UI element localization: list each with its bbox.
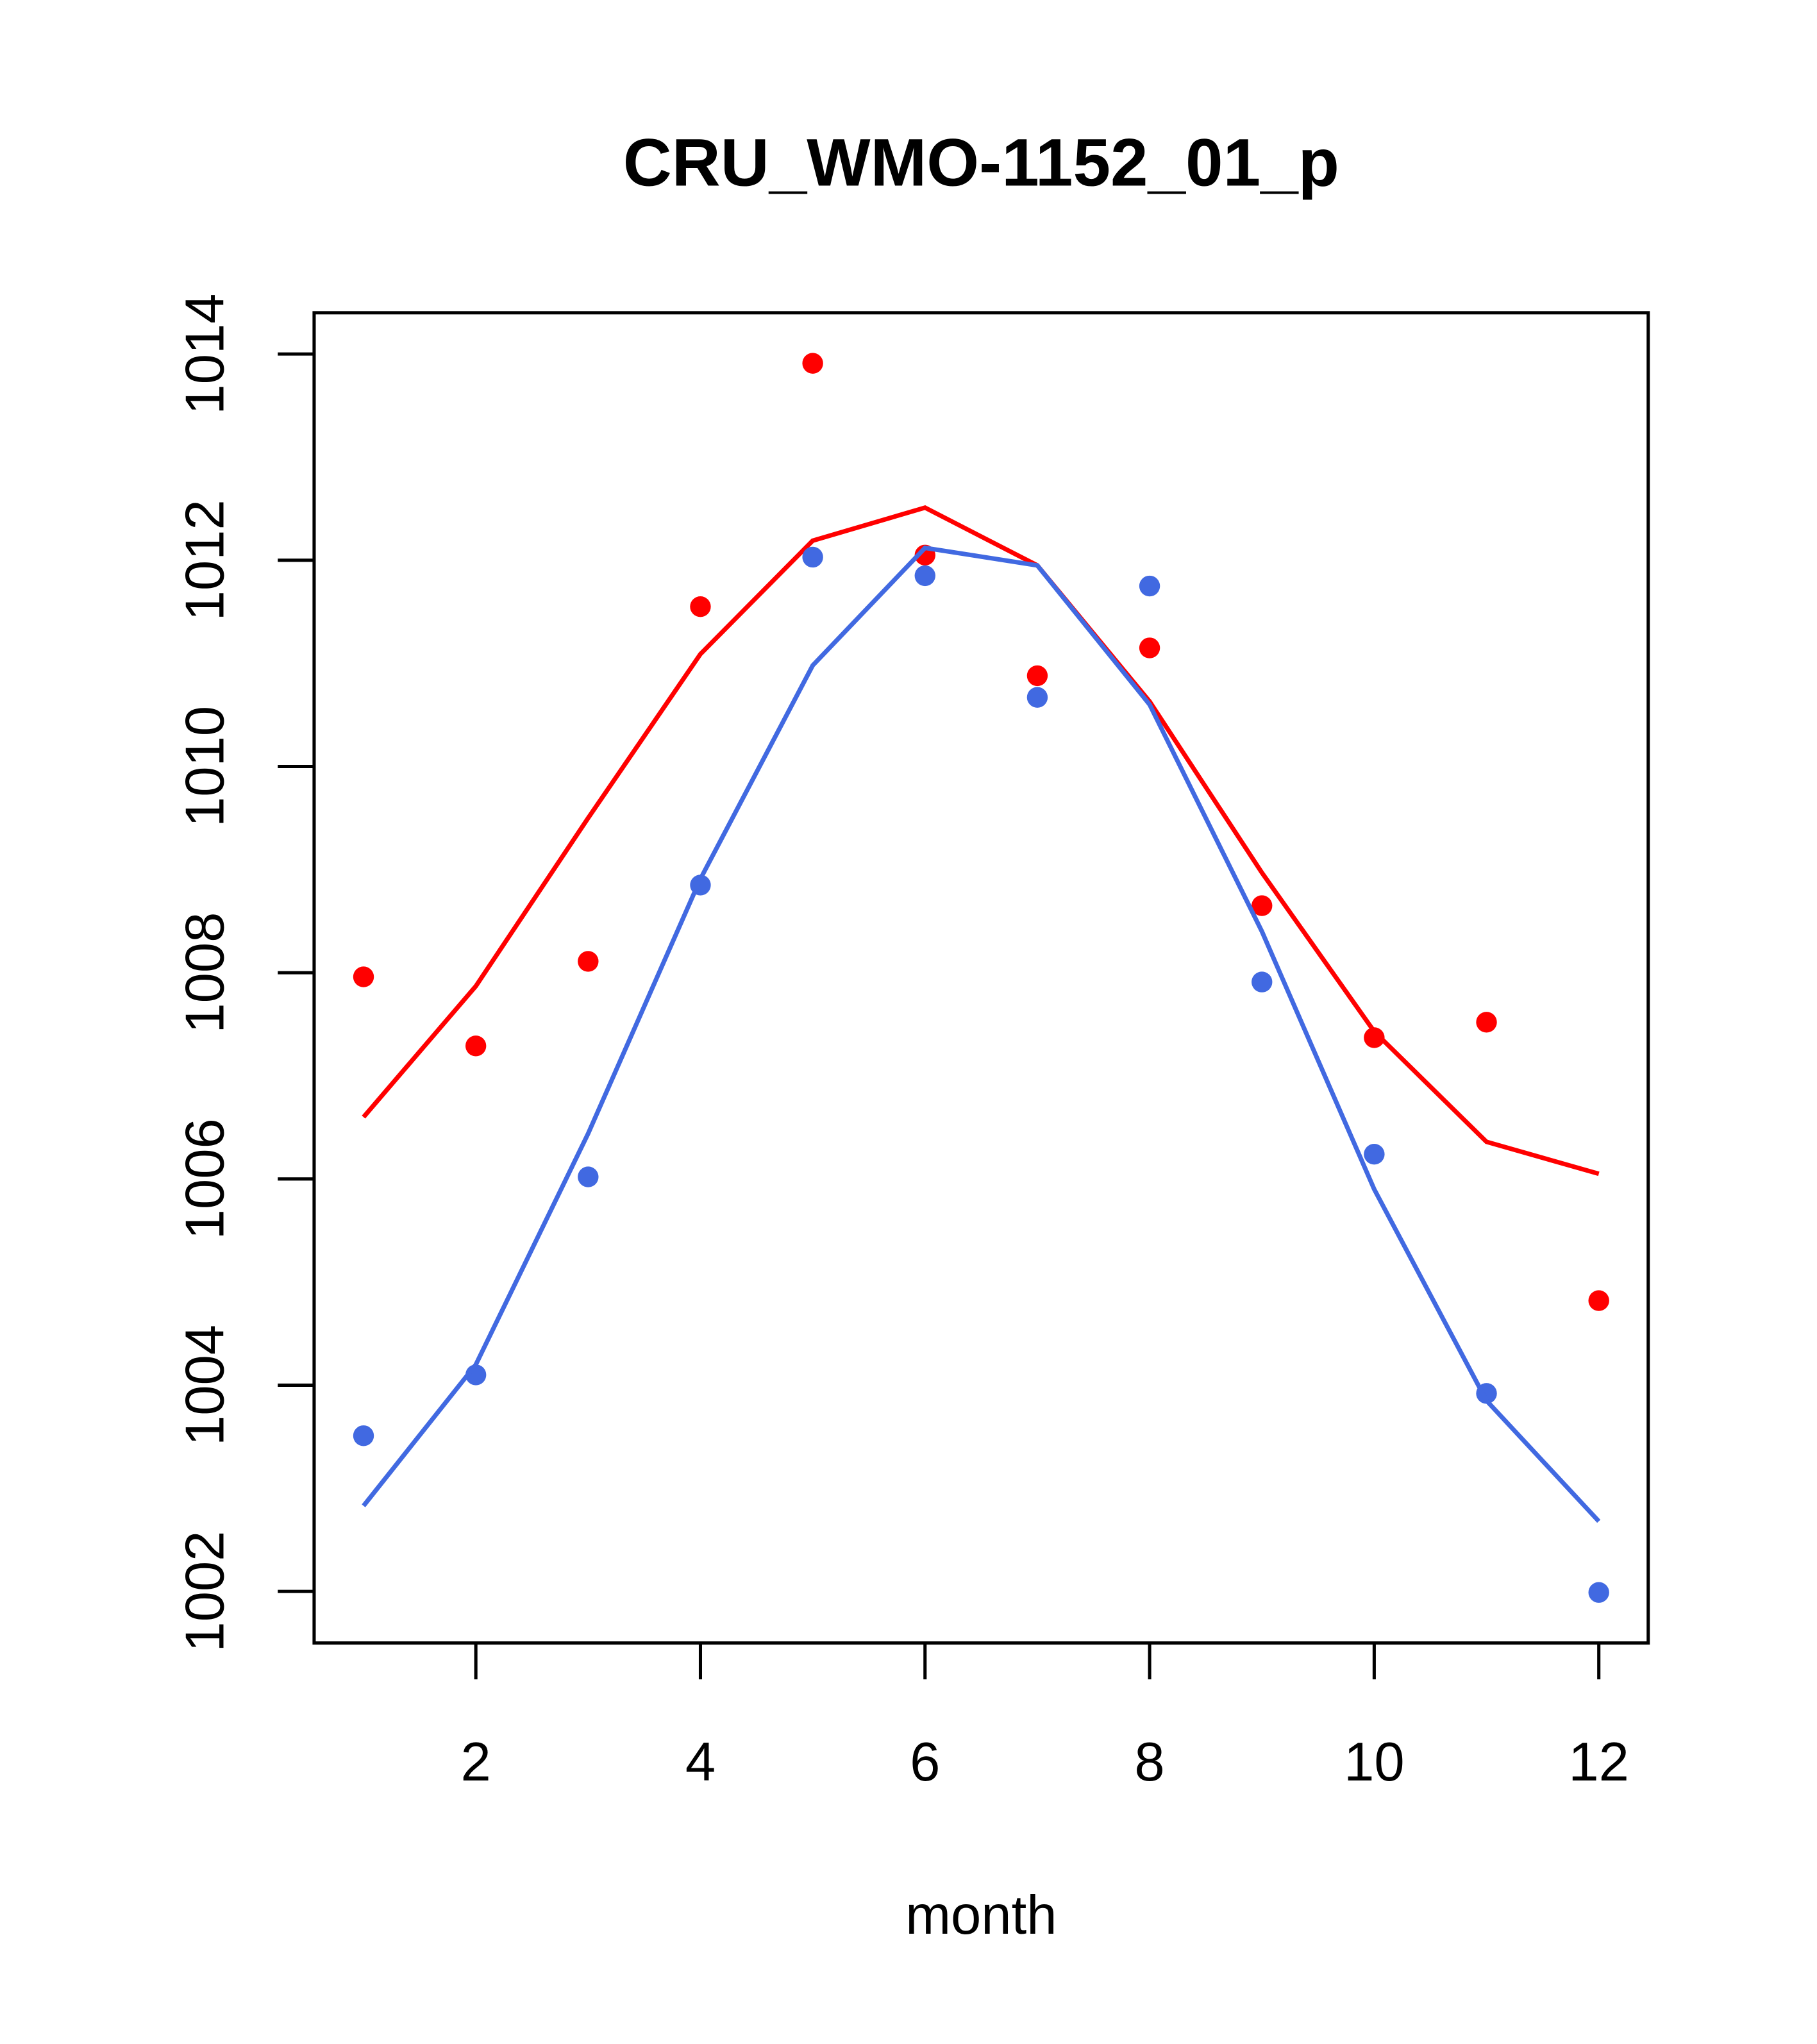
data-point xyxy=(802,546,823,568)
data-point xyxy=(1026,687,1048,708)
y-tick-label: 1004 xyxy=(174,1325,235,1446)
plot-frame xyxy=(312,311,1650,1645)
data-point xyxy=(465,1035,487,1057)
x-tick-label: 8 xyxy=(1134,1732,1164,1793)
data-point xyxy=(914,565,935,587)
x-axis: 2 4 6 8 10 12 xyxy=(461,1643,1629,1793)
x-tick-label: 6 xyxy=(910,1732,940,1793)
series-line xyxy=(362,545,1601,1523)
data-point xyxy=(578,951,599,972)
y-tick-label: 1014 xyxy=(174,294,235,415)
data-point xyxy=(1476,1012,1497,1033)
y-tick-label: 1012 xyxy=(174,499,235,621)
series-line xyxy=(362,505,1600,1177)
data-point xyxy=(1588,1582,1609,1603)
y-tick-label: 1008 xyxy=(174,912,235,1034)
data-point xyxy=(1139,637,1160,658)
x-tick-label: 4 xyxy=(685,1732,716,1793)
data-point xyxy=(802,353,823,374)
data-point xyxy=(1252,971,1273,993)
x-tick-label: 10 xyxy=(1344,1732,1405,1793)
data-point xyxy=(1588,1290,1609,1311)
y-axis: 1002 1004 1006 1008 1010 1012 1014 xyxy=(174,294,314,1652)
data-point xyxy=(690,596,711,617)
x-tick-label: 2 xyxy=(461,1732,491,1793)
series-marks xyxy=(353,353,1609,1603)
y-tick-label: 1002 xyxy=(174,1531,235,1652)
chart-title: CRU_WMO-1152_01_p xyxy=(623,125,1339,200)
y-tick-label: 1006 xyxy=(174,1118,235,1239)
data-point xyxy=(1364,1144,1385,1165)
x-axis-label: month xyxy=(905,1885,1057,1946)
data-point xyxy=(353,1425,374,1446)
data-point xyxy=(1139,575,1160,597)
data-point xyxy=(1364,1027,1385,1048)
data-point xyxy=(578,1166,599,1187)
data-point xyxy=(1252,895,1273,916)
data-point xyxy=(353,966,374,987)
y-tick-label: 1010 xyxy=(174,706,235,827)
x-tick-label: 12 xyxy=(1568,1732,1629,1793)
data-point xyxy=(1026,665,1048,687)
